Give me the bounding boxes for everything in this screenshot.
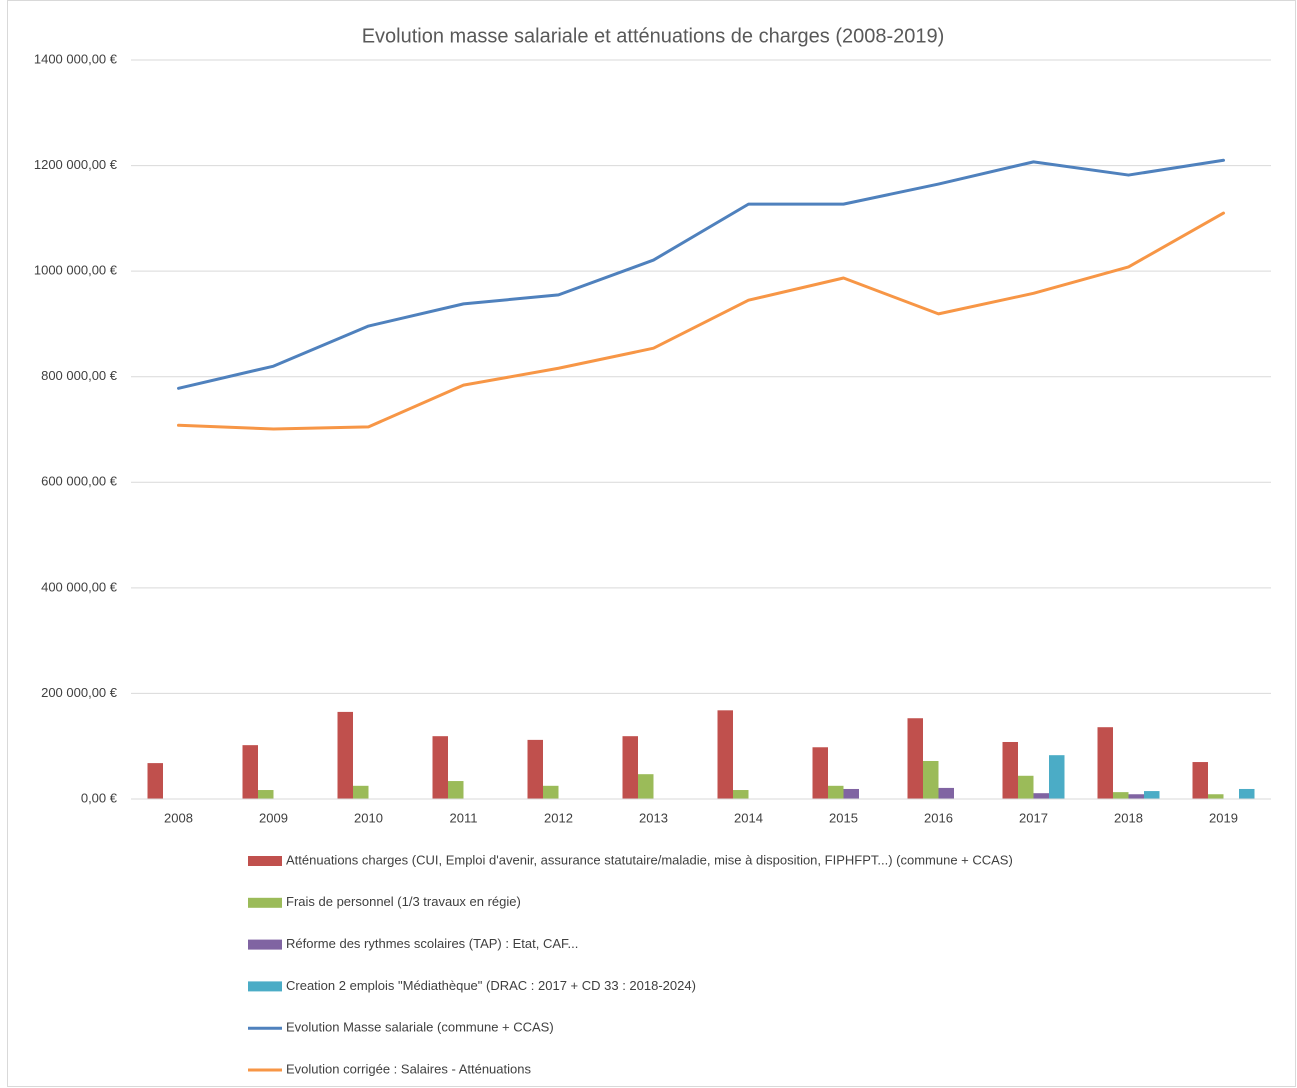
x-tick-label: 2016: [924, 810, 953, 825]
bar: [448, 781, 464, 799]
chart-frame: [7, 0, 1296, 1087]
line: [177, 158, 1225, 390]
legend-label: Réforme des rythmes scolaires (TAP) : Et…: [286, 936, 578, 951]
bar: [1018, 775, 1034, 799]
legend-swatch: [248, 856, 282, 866]
legend-label: Evolution corrigée : Salaires - Atténuat…: [286, 1061, 531, 1076]
bar: [923, 760, 939, 799]
legend-label: Atténuations charges (CUI, Emploi d'aven…: [286, 852, 1013, 867]
y-tick-label: 1400 000,00 €: [34, 51, 118, 66]
bar: [258, 790, 274, 799]
bar: [432, 736, 448, 799]
x-tick-label: 2008: [164, 810, 193, 825]
bar: [1192, 762, 1208, 799]
bar: [1049, 755, 1065, 799]
y-tick-label: 600 000,00 €: [41, 474, 118, 489]
x-tick-label: 2019: [1209, 810, 1238, 825]
x-tick-label: 2015: [829, 810, 858, 825]
bar: [1002, 741, 1018, 799]
x-tick-label: 2012: [544, 810, 573, 825]
y-tick-label: 0,00 €: [81, 790, 118, 805]
bar: [1097, 727, 1113, 799]
y-tick-label: 1200 000,00 €: [34, 157, 118, 172]
bar: [733, 790, 749, 799]
legend-label: Creation 2 emplois "Médiathèque" (DRAC :…: [286, 978, 696, 993]
x-tick-label: 2018: [1114, 810, 1143, 825]
bar: [1113, 792, 1129, 799]
y-tick-label: 800 000,00 €: [41, 368, 118, 383]
legend-swatch: [248, 981, 282, 992]
bar: [1144, 791, 1160, 799]
bar: [812, 747, 828, 799]
bar: [638, 774, 654, 799]
bar: [843, 788, 859, 799]
y-tick-label: 200 000,00 €: [41, 685, 118, 700]
legend-label: Frais de personnel (1/3 travaux en régie…: [286, 894, 521, 909]
bar: [353, 785, 369, 799]
bar: [242, 745, 258, 799]
bar: [1033, 793, 1049, 799]
legend-swatch: [248, 897, 282, 908]
x-tick-label: 2010: [354, 810, 383, 825]
bar: [907, 718, 923, 799]
bar: [1208, 794, 1224, 799]
chart-title: Evolution masse salariale et atténuation…: [362, 25, 945, 47]
bar: [828, 785, 844, 799]
bar: [527, 739, 543, 799]
x-tick-label: 2009: [259, 810, 288, 825]
bar: [1239, 788, 1255, 799]
x-tick-label: 2011: [450, 810, 478, 825]
y-tick-label: 1000 000,00 €: [34, 263, 118, 278]
bar: [337, 711, 353, 799]
bar: [622, 736, 638, 799]
x-tick-label: 2013: [639, 810, 668, 825]
bar: [717, 710, 733, 799]
y-tick-label: 400 000,00 €: [41, 579, 118, 594]
x-tick-label: 2017: [1019, 810, 1048, 825]
bar: [1128, 794, 1144, 799]
bar: [147, 763, 163, 799]
legend-swatch: [248, 939, 282, 950]
x-tick-label: 2014: [734, 810, 763, 825]
line: [177, 211, 1225, 431]
legend-label: Evolution Masse salariale (commune + CCA…: [286, 1020, 554, 1035]
bar: [938, 787, 954, 799]
bar: [543, 785, 559, 799]
